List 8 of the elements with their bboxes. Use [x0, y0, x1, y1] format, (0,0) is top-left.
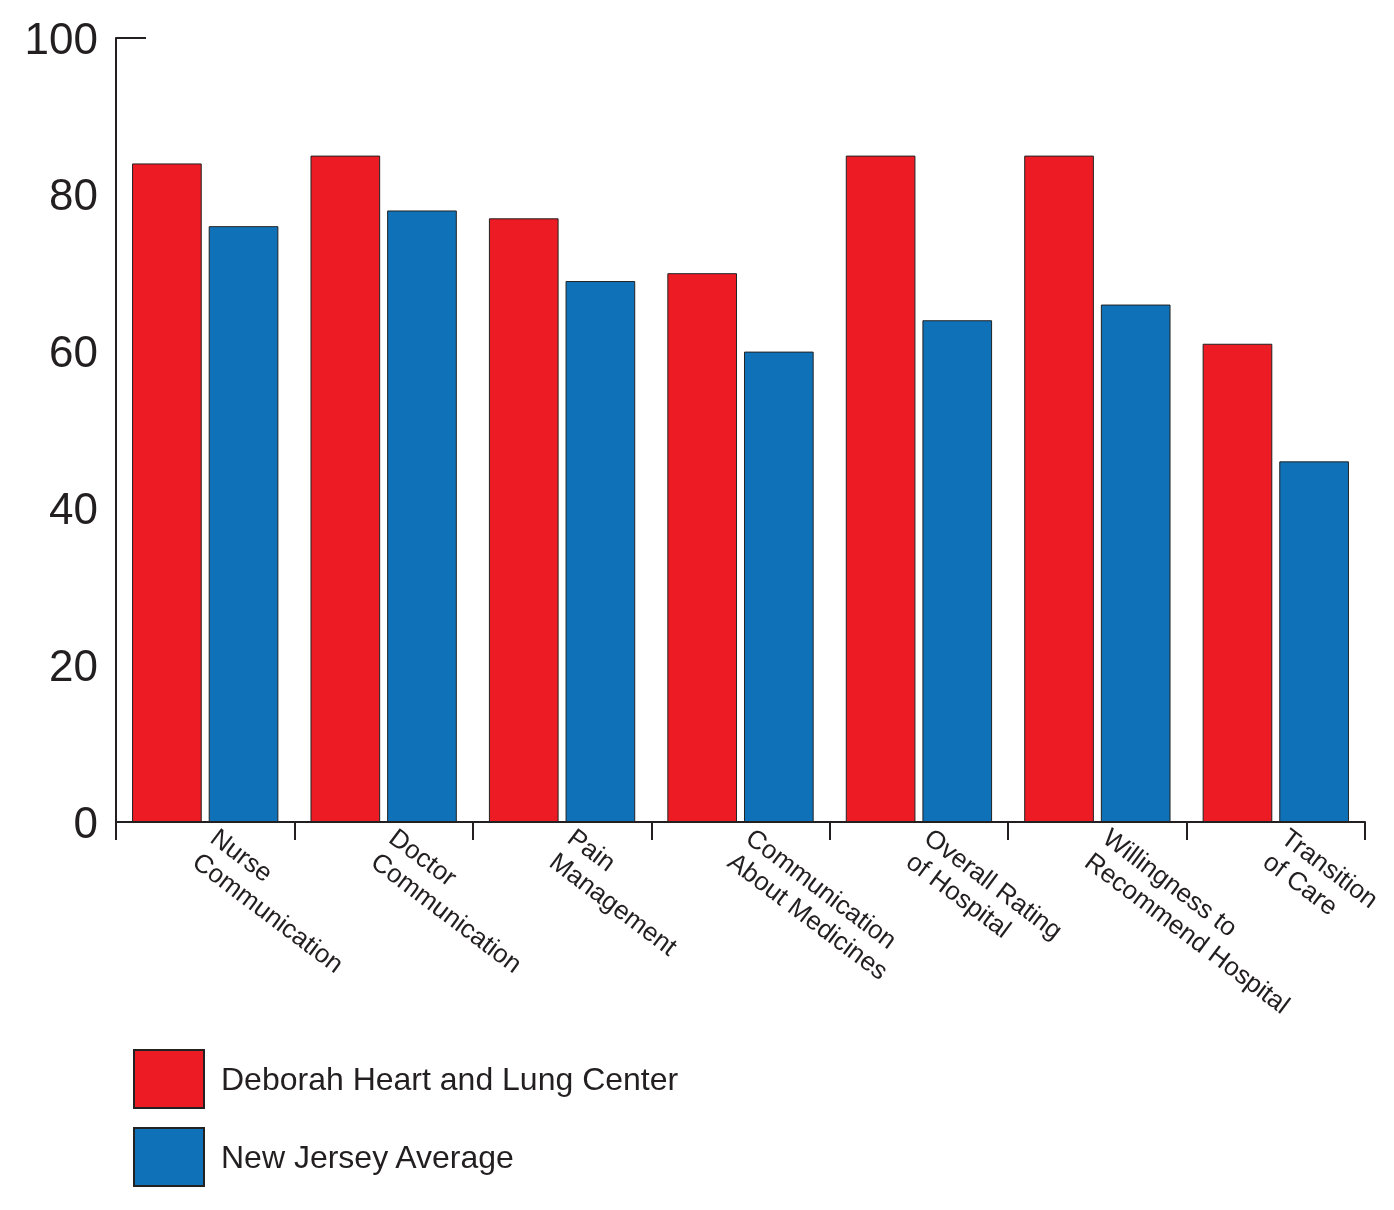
y-tick-label: 80: [49, 170, 98, 220]
y-tick-label: 0: [73, 797, 98, 847]
legend-label: New Jersey Average: [221, 1139, 514, 1175]
y-tick-label: 20: [49, 640, 98, 690]
y-tick-label: 40: [49, 483, 98, 533]
y-tick-label: 100: [24, 13, 98, 63]
y-tick-label: 60: [49, 327, 98, 377]
legend-label: Deborah Heart and Lung Center: [221, 1061, 679, 1097]
